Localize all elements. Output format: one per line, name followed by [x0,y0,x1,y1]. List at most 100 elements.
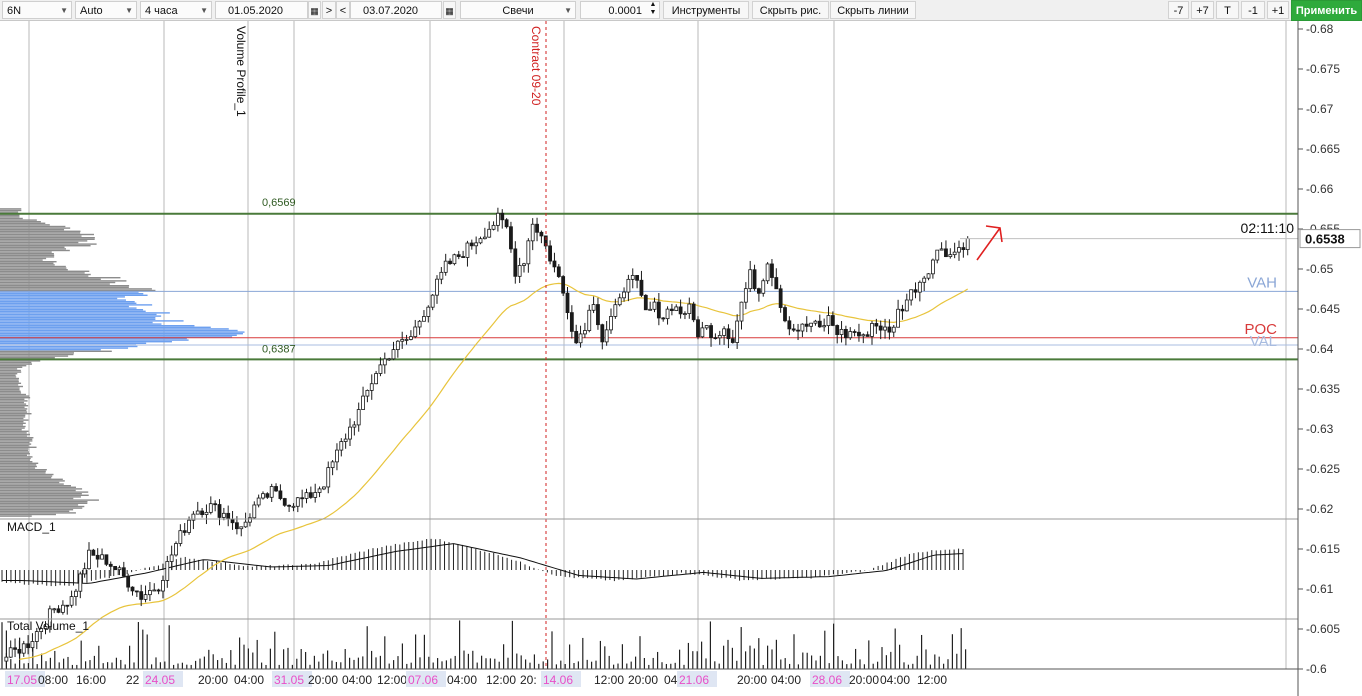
profile-bar [0,401,24,404]
candle-body [408,336,413,340]
candle-body [382,358,387,366]
calendar-icon[interactable]: ▦ [443,1,456,19]
profile-bar [0,409,27,412]
candle-body [822,325,827,328]
stepper-icon[interactable]: ▲ ▼ [649,1,657,16]
time-tick-label: 22 [126,673,140,687]
t-button[interactable]: T [1216,1,1239,19]
candle-body [187,519,191,533]
timeframe-value: 4 часа [145,5,178,17]
candle-body [761,280,766,294]
chart-style-value: Свечи [502,5,534,17]
profile-bar [0,499,99,501]
candle-body [504,219,509,228]
candle-body [935,249,940,261]
profile-bar [0,445,29,447]
next-button[interactable]: > [322,1,336,19]
profile-bar [0,318,156,320]
candle-body [652,301,657,310]
profile-bar [0,376,17,378]
profile-bar [0,264,55,266]
price-tick-label: -0.67 [1306,102,1334,116]
date-highlight-bg [810,671,850,687]
instruments-button[interactable]: Инструменты [663,1,749,19]
profile-bar [0,315,162,317]
profile-bar [0,477,52,479]
date-from-value: 01.05.2020 [228,5,284,17]
profile-bar [0,221,41,223]
apply-button[interactable]: Применить [1291,0,1362,21]
price-axis[interactable]: -0.68-0.675-0.67-0.665-0.66-0.655-0.65-0… [1298,22,1340,676]
date-from-input[interactable]: 01.05.2020 [215,1,308,19]
hide-drawings-button[interactable]: Скрыть рис. [752,1,829,19]
hide-lines-button[interactable]: Скрыть линии [830,1,916,19]
candle-body [226,512,231,520]
plus1-button[interactable]: +1 [1267,1,1289,19]
last-price-label: 0.6538 [1305,232,1345,247]
candle-body [439,271,444,280]
profile-bar [0,293,144,295]
profile-bar [0,515,32,517]
plus7-button[interactable]: +7 [1191,1,1214,19]
candle-body [182,530,187,533]
candle-body [565,292,570,314]
candle-body [65,604,70,607]
candle-body [174,543,178,556]
calendar-icon[interactable]: ▦ [308,1,321,19]
profile-bar [0,361,32,364]
candle-body [661,317,666,320]
candle-body [687,303,692,314]
time-tick-label: 12:00 [917,673,947,687]
chevron-down-icon: ▼ [200,6,208,15]
tick-size-input[interactable]: 0.0001 [580,1,660,19]
candle-body [683,313,687,315]
profile-bar [0,333,243,335]
candle-body [596,304,600,326]
candle-body [348,426,352,440]
poc-label: POC [1244,321,1277,338]
candle-body [178,530,183,544]
candle-body [248,517,252,523]
symbol-select[interactable]: 6N ▼ [2,1,72,19]
minus7-button[interactable]: -7 [1168,1,1189,19]
candle-body [117,567,122,571]
profile-bar [0,489,76,492]
profile-bar [0,339,189,341]
date-to-input[interactable]: 03.07.2020 [350,1,442,19]
candle-body [839,328,844,335]
prev-button[interactable]: < [336,1,350,19]
candle-body [735,320,740,343]
profile-bar [0,369,21,372]
candle-body [491,224,496,230]
time-axis[interactable]: 17.05 08:00 16:00 22 24.05 20:00 04:00 31.05 20:… [5,671,947,687]
candle-body [30,641,35,649]
chevron-down-icon: ▼ [564,6,572,15]
candle-body [774,277,779,290]
profile-bar [0,281,116,284]
candle-body [787,320,792,330]
candle-body [648,308,653,311]
candle-body [752,269,757,290]
profile-bar [0,406,25,408]
candle-body [269,486,274,498]
timeframe-select[interactable]: 4 часа ▼ [140,1,212,19]
candle-body [561,276,566,294]
scale-mode-select[interactable]: Auto ▼ [75,1,137,19]
candle-body [39,628,44,632]
profile-bar [0,413,32,415]
minus1-button[interactable]: -1 [1241,1,1265,19]
candle-body [317,488,322,493]
chart-canvas[interactable]: Volume Profile_1 Contract 09-20 0,6569 0… [0,21,1362,696]
profile-bar [0,235,82,237]
price-tick-label: -0.605 [1306,622,1340,636]
candle-body [91,549,96,556]
candle-body [278,490,283,499]
level-high-label: 0,6569 [262,197,296,209]
symbol-value: 6N [7,5,22,17]
chart-style-select[interactable]: Свечи ▼ [460,1,576,19]
trend-arrow[interactable] [976,225,1003,261]
profile-bar [0,309,144,311]
candle-body [304,492,309,499]
candle-body [583,330,587,335]
profile-bar [0,227,71,229]
